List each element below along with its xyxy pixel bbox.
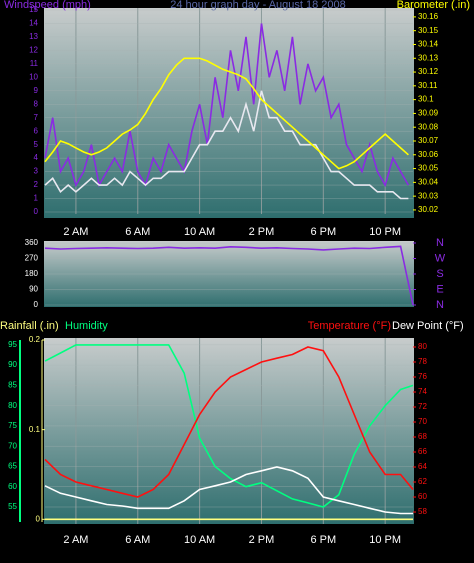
- y-tick-label: 78: [418, 357, 427, 366]
- y-tick-label: 30.08: [418, 122, 439, 131]
- x-tick-label: 10 PM: [369, 226, 401, 238]
- y-tick-label: 180: [25, 269, 39, 278]
- y-tick-label: 30.13: [418, 53, 439, 62]
- y-tick-label: 360: [25, 238, 39, 247]
- x-tick-label: 10 AM: [184, 226, 215, 238]
- x-tick-label: 10 PM: [369, 534, 401, 546]
- x-tick-label: 2 PM: [249, 226, 275, 238]
- y-tick-label: 66: [418, 447, 427, 456]
- legend-label: Rainfall (.in): [0, 320, 59, 332]
- y-tick-label: E: [436, 283, 443, 295]
- y-tick-label: 30.04: [418, 177, 439, 186]
- y-tick-label: 9: [34, 86, 39, 95]
- y-tick-label: 72: [418, 402, 427, 411]
- x-tick-label: 6 AM: [125, 226, 150, 238]
- y-tick-label: 30.07: [418, 136, 439, 145]
- y-tick-label: 1: [34, 194, 39, 203]
- y-tick-label: 60: [418, 492, 427, 501]
- x-tick-label: 2 AM: [63, 534, 88, 546]
- y-tick-label: 30.12: [418, 67, 439, 76]
- y-tick-label: 30.14: [418, 40, 439, 49]
- y-tick-label: W: [435, 252, 446, 264]
- y-tick-label: 2: [34, 180, 39, 189]
- series-line: [44, 346, 414, 498]
- y-tick-label: 12: [29, 46, 38, 55]
- y-tick-label: 75: [8, 421, 17, 430]
- y-tick-label: 0.1: [29, 425, 41, 434]
- y-tick-label: 30.1: [418, 95, 434, 104]
- y-tick-label: 30.06: [418, 150, 439, 159]
- y-tick-label: 90: [29, 285, 38, 294]
- legend-label: Temperature (°F): [308, 320, 391, 332]
- y-tick-label: 6: [34, 126, 39, 135]
- y-tick-label: 30.09: [418, 109, 439, 118]
- legend-label: Windspeed (mph): [4, 0, 91, 11]
- y-tick-label: N: [436, 237, 444, 249]
- y-tick-label: 0: [34, 300, 39, 309]
- y-tick-label: 64: [418, 462, 427, 471]
- y-tick-label: 13: [29, 32, 38, 41]
- legend-label: Humidity: [65, 320, 108, 332]
- legend-label: Dew Point (°F): [392, 320, 464, 332]
- y-tick-label: 5: [34, 140, 39, 149]
- y-tick-label: 15: [29, 5, 38, 14]
- series-line: [44, 245, 414, 306]
- y-tick-label: 60: [8, 482, 17, 491]
- y-tick-label: 30.03: [418, 191, 439, 200]
- y-tick-label: 14: [29, 19, 38, 28]
- y-tick-label: 11: [30, 59, 39, 68]
- y-tick-label: 3: [34, 167, 39, 176]
- y-tick-label: 95: [8, 340, 17, 349]
- y-tick-label: 0: [34, 207, 39, 216]
- x-tick-label: 6 PM: [310, 534, 336, 546]
- x-tick-label: 2 AM: [63, 226, 88, 238]
- y-tick-label: 74: [418, 387, 427, 396]
- y-tick-label: 68: [418, 432, 427, 441]
- y-tick-label: 30.15: [418, 26, 439, 35]
- plot-area: [44, 338, 414, 524]
- x-tick-label: 6 PM: [310, 226, 336, 238]
- y-tick-label: 7: [34, 113, 39, 122]
- series-line: [44, 90, 409, 200]
- x-tick-label: 6 AM: [125, 534, 150, 546]
- y-tick-label: 4: [34, 153, 39, 162]
- x-tick-label: 2 PM: [249, 534, 275, 546]
- y-tick-label: 30.05: [418, 164, 439, 173]
- legend-label: Barometer (.in): [397, 0, 470, 11]
- y-tick-label: 10: [29, 72, 38, 81]
- y-tick-label: 30.11: [418, 81, 438, 90]
- y-tick-label: 76: [418, 372, 427, 381]
- y-tick-label: N: [436, 299, 444, 311]
- chart-title: 24 hour graph day - August 18 2008: [170, 0, 346, 11]
- y-tick-label: S: [436, 268, 443, 280]
- y-tick-label: 0.2: [29, 335, 41, 344]
- series-line: [44, 344, 414, 508]
- x-tick-label: 10 AM: [184, 534, 215, 546]
- plot-area: [44, 8, 414, 218]
- y-tick-label: 30.02: [418, 205, 439, 214]
- y-tick-label: 270: [25, 254, 39, 263]
- y-tick-label: 58: [418, 507, 427, 516]
- y-tick-label: 0: [36, 514, 41, 523]
- y-tick-label: 80: [8, 401, 17, 410]
- y-tick-label: 70: [418, 417, 427, 426]
- y-tick-label: 90: [8, 360, 17, 369]
- y-tick-label: 85: [8, 381, 17, 390]
- series-line: [44, 23, 410, 188]
- y-tick-label: 70: [8, 441, 17, 450]
- y-tick-label: 62: [418, 477, 427, 486]
- series-line: [44, 466, 413, 515]
- y-tick-label: 80: [418, 342, 427, 351]
- y-tick-label: 65: [8, 462, 17, 471]
- y-tick-label: 55: [8, 502, 17, 511]
- y-tick-label: 8: [34, 99, 39, 108]
- series-line: [44, 57, 409, 170]
- y-tick-label: 30.16: [418, 12, 439, 21]
